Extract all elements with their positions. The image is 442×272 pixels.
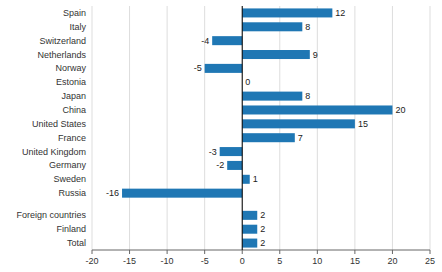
chart-container: -20-15-10-50510152025128-49-50820157-3-2…: [0, 0, 442, 272]
data-label: 20: [395, 105, 405, 115]
tick-mark: [92, 250, 93, 254]
data-label: 7: [298, 133, 303, 143]
grid: [92, 6, 430, 250]
bar: [242, 8, 332, 17]
category-label: Japan: [61, 91, 86, 101]
category-label: Estonia: [56, 77, 86, 87]
tick-label: -20: [85, 256, 98, 266]
bars: [122, 8, 392, 247]
category-label: Total: [67, 238, 86, 248]
tick-mark: [204, 250, 205, 254]
tick-mark: [129, 250, 130, 254]
category-label: United Kingdom: [22, 147, 86, 157]
data-label: 2: [260, 210, 265, 220]
zero-line: [242, 6, 243, 250]
data-label: -4: [201, 36, 209, 46]
tick-mark: [392, 250, 393, 254]
tick-label: -5: [201, 256, 209, 266]
bar: [242, 225, 257, 234]
data-label: 15: [358, 119, 368, 129]
tick-mark: [279, 250, 280, 254]
bar: [242, 22, 302, 31]
bar: [242, 239, 257, 248]
category-label: United States: [32, 119, 87, 129]
tick-label: 5: [277, 256, 282, 266]
category-label: Norway: [55, 63, 86, 73]
grid-line: [392, 6, 393, 250]
grid-line: [129, 6, 130, 250]
bar: [242, 50, 310, 59]
category-label: France: [58, 133, 86, 143]
grid-line: [92, 6, 93, 250]
category-label: Netherlands: [37, 50, 86, 60]
data-label: 0: [245, 77, 250, 87]
tick-label: 20: [387, 256, 397, 266]
bar: [212, 36, 242, 45]
tick-mark: [430, 250, 431, 254]
data-label: 2: [260, 224, 265, 234]
category-label: Russia: [58, 188, 86, 198]
category-label: China: [62, 105, 86, 115]
tick-label: 15: [350, 256, 360, 266]
grid-line: [242, 6, 243, 250]
data-label: -16: [106, 188, 119, 198]
bar: [220, 147, 243, 156]
data-label: 8: [305, 22, 310, 32]
bar: [242, 211, 257, 220]
bar: [242, 105, 392, 114]
x-axis: -20 -15 -10 -5 0 5 10 15 20 25: [85, 250, 435, 266]
data-label: -2: [216, 160, 224, 170]
data-label: 8: [305, 91, 310, 101]
axis-line: [92, 250, 430, 251]
data-label: 12: [335, 8, 345, 18]
bar: [242, 119, 355, 128]
category-label: Sweden: [53, 174, 86, 184]
category-label: Germany: [49, 160, 87, 170]
bar: [122, 189, 242, 198]
category-label: Finland: [56, 224, 86, 234]
tick-mark: [167, 250, 168, 254]
tick-label: 0: [240, 256, 245, 266]
bar: [242, 175, 250, 184]
bar: [227, 161, 242, 170]
data-label: -3: [209, 147, 217, 157]
tick-label: 10: [312, 256, 322, 266]
category-label: Foreign countries: [16, 210, 86, 220]
data-label: 2: [260, 238, 265, 248]
tick-label: -15: [123, 256, 136, 266]
data-label: -5: [194, 63, 202, 73]
bar: [242, 133, 295, 142]
data-label: 1: [253, 174, 258, 184]
bar: [242, 92, 302, 101]
data-labels: 12 8 -4 9 -5 0 8 20 15 7 -3 -2 1 -16 2 2 2: [106, 8, 405, 248]
chart: -20-15-10-50510152025128-49-50820157-3-2…: [0, 0, 442, 272]
tick-mark: [354, 250, 355, 254]
tick-mark: [317, 250, 318, 254]
category-label: Switzerland: [39, 36, 86, 46]
tick-mark: [242, 250, 243, 254]
y-axis: Spain Italy Switzerland Netherlands Norway Es…: [16, 8, 86, 248]
bar: [205, 64, 243, 73]
tick-label: -10: [161, 256, 174, 266]
category-label: Spain: [63, 8, 86, 18]
category-label: Italy: [69, 22, 86, 32]
grid-line: [430, 6, 431, 250]
grid-line: [167, 6, 168, 250]
tick-label: 25: [425, 256, 435, 266]
data-label: 9: [313, 50, 318, 60]
